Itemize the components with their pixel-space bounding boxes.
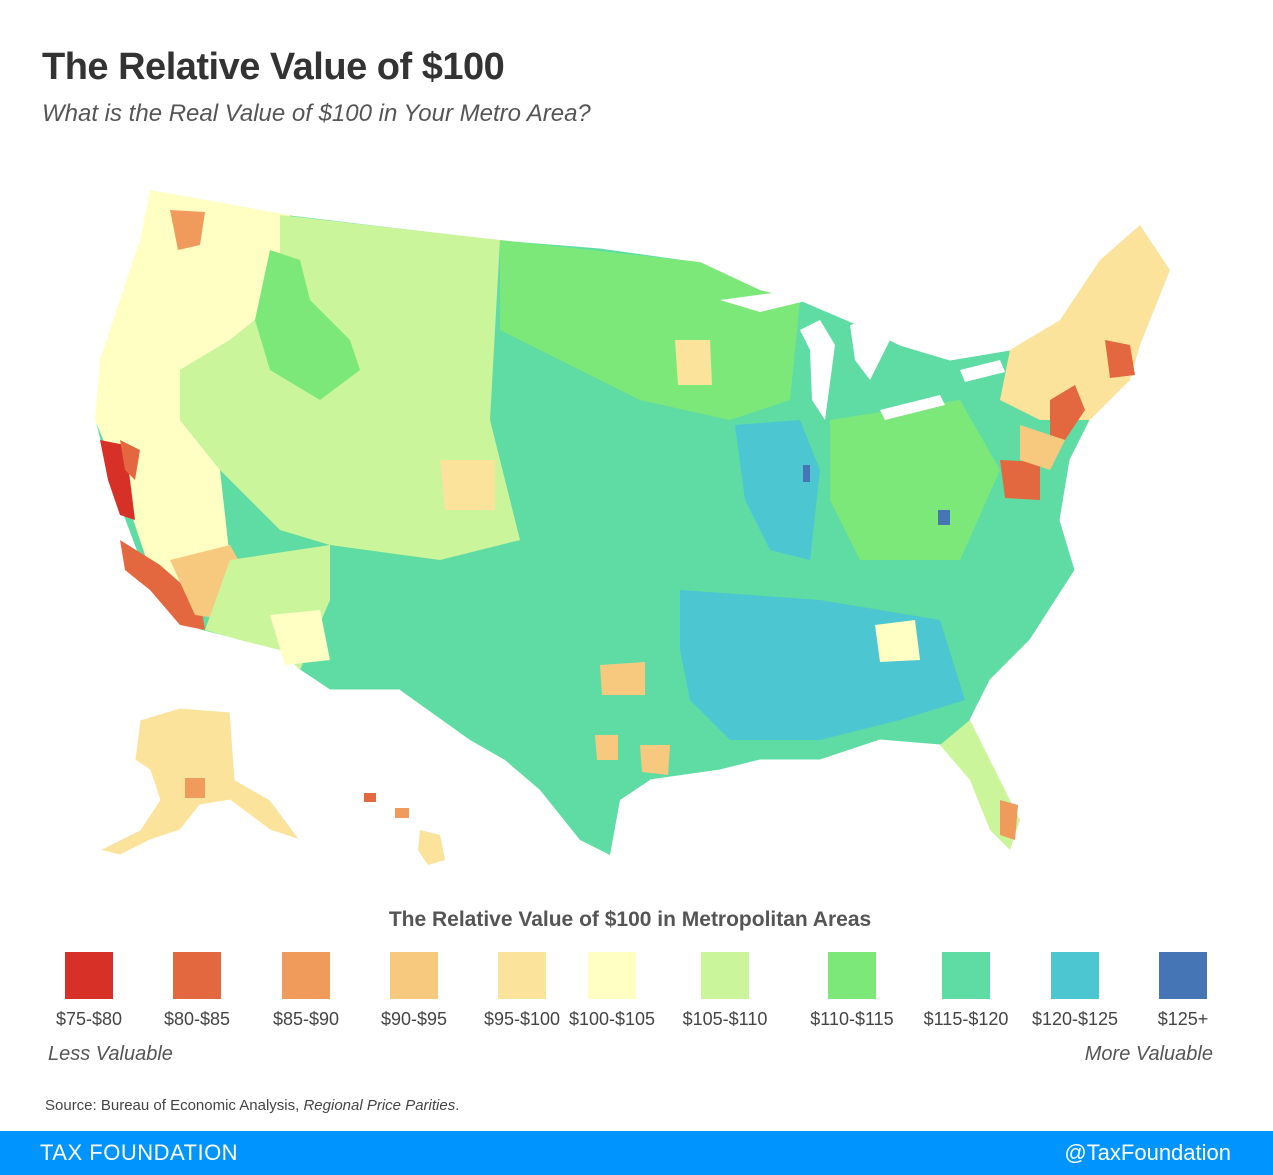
great-lakes — [720, 292, 1005, 420]
legend-swatch — [828, 952, 876, 999]
less-valuable-label: Less Valuable — [48, 1043, 173, 1065]
region-texas — [400, 620, 650, 855]
legend-swatch — [588, 952, 636, 999]
region-dallas — [600, 662, 645, 695]
region-phoenix — [270, 610, 330, 665]
region-west-virginia-dark — [938, 510, 950, 525]
region-midwest-high — [735, 420, 820, 560]
legend-swatch — [173, 952, 221, 999]
map-subtitle: What is the Real Value of $100 in Your M… — [42, 100, 591, 127]
legend-item: $115-$120 — [911, 952, 1021, 1030]
legend-label: $95-$100 — [483, 1009, 561, 1029]
legend-label: $80-$85 — [163, 1009, 231, 1029]
region-ohio-valley — [830, 400, 1000, 560]
legend-swatch — [65, 952, 113, 999]
region-northern-plains — [500, 240, 800, 420]
legend-swatch — [1159, 952, 1207, 999]
region-seattle — [170, 210, 205, 250]
source-suffix: . — [455, 1097, 460, 1114]
region-washington-dc — [1000, 460, 1040, 500]
region-california-inland — [95, 360, 230, 600]
more-valuable-label: More Valuable — [1084, 1043, 1213, 1065]
region-austin — [595, 735, 618, 760]
region-miami — [1000, 800, 1018, 840]
legend-swatch — [390, 952, 438, 999]
region-great-basin — [180, 215, 520, 560]
legend-label: $75-$80 — [55, 1009, 123, 1029]
region-sacramento — [120, 440, 140, 480]
legend-swatch — [701, 952, 749, 999]
source-italic: Regional Price Parities — [303, 1097, 456, 1114]
footer-handle[interactable]: @TaxFoundation — [1064, 1140, 1231, 1165]
region-houston — [640, 745, 670, 775]
us-metro-value-map — [94, 189, 1171, 865]
legend-title: The Relative Value of $100 in Metropolit… — [388, 908, 872, 931]
legend-label: $100-$105 — [568, 1009, 656, 1029]
legend-item: $80-$85 — [142, 952, 252, 1030]
region-northeast — [1000, 225, 1170, 420]
legend-swatch — [1051, 952, 1099, 999]
legend-item: $100-$105 — [557, 952, 667, 1030]
hawaii-big-island — [418, 830, 445, 865]
region-chicago-edge-dark — [803, 465, 810, 482]
footer-brand: TAX FOUNDATION — [40, 1140, 239, 1165]
map-title: The Relative Value of $100 — [42, 46, 505, 88]
region-minneapolis — [675, 340, 712, 385]
legend-label: $105-$110 — [682, 1009, 768, 1029]
legend-label: $125+ — [1157, 1009, 1209, 1029]
legend-label: $85-$90 — [272, 1009, 340, 1029]
region-new-york — [1050, 385, 1085, 440]
legend-swatch — [282, 952, 330, 999]
region-anchorage — [185, 778, 205, 798]
region-atlanta — [875, 620, 920, 662]
region-boston — [1105, 340, 1135, 378]
source-prefix: Source: Bureau of Economic Analysis, — [45, 1097, 304, 1114]
legend-item: $75-$80 — [34, 952, 144, 1030]
legend-item: $110-$115 — [797, 952, 907, 1030]
legend-swatch — [942, 952, 990, 999]
hawaii-honolulu — [364, 793, 376, 802]
source-note: Source: Bureau of Economic Analysis, Reg… — [45, 1097, 459, 1114]
legend-label: $115-$120 — [923, 1009, 1009, 1029]
region-mid-atlantic — [1020, 425, 1065, 470]
footer-bar: TAX FOUNDATION @TaxFoundation — [0, 1131, 1273, 1175]
legend-label: $90-$95 — [380, 1009, 448, 1029]
legend-item: $95-$100 — [467, 952, 577, 1030]
region-pacific-northwest — [100, 190, 290, 380]
legend-swatch — [498, 952, 546, 999]
legend-label: $120-$125 — [1031, 1009, 1119, 1029]
legend-label: $110-$115 — [810, 1009, 894, 1029]
legend-item: $105-$110 — [670, 952, 780, 1030]
region-colorado-denver — [440, 460, 495, 510]
legend-item: $85-$90 — [251, 952, 361, 1030]
legend-item: $120-$125 — [1020, 952, 1130, 1030]
legend-item: $90-$95 — [359, 952, 469, 1030]
region-idaho — [255, 250, 360, 400]
hawaii-maui — [395, 808, 409, 818]
region-southern-california — [120, 540, 205, 630]
legend-item: $125+ — [1128, 952, 1238, 1030]
